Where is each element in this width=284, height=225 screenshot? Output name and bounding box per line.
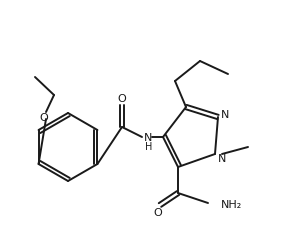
Text: N: N xyxy=(218,153,226,163)
Text: N: N xyxy=(221,110,229,119)
Text: O: O xyxy=(154,207,162,217)
Text: NH₂: NH₂ xyxy=(221,199,242,209)
Text: O: O xyxy=(40,112,48,122)
Text: H: H xyxy=(145,141,153,151)
Text: N: N xyxy=(144,132,152,142)
Text: O: O xyxy=(118,94,126,104)
